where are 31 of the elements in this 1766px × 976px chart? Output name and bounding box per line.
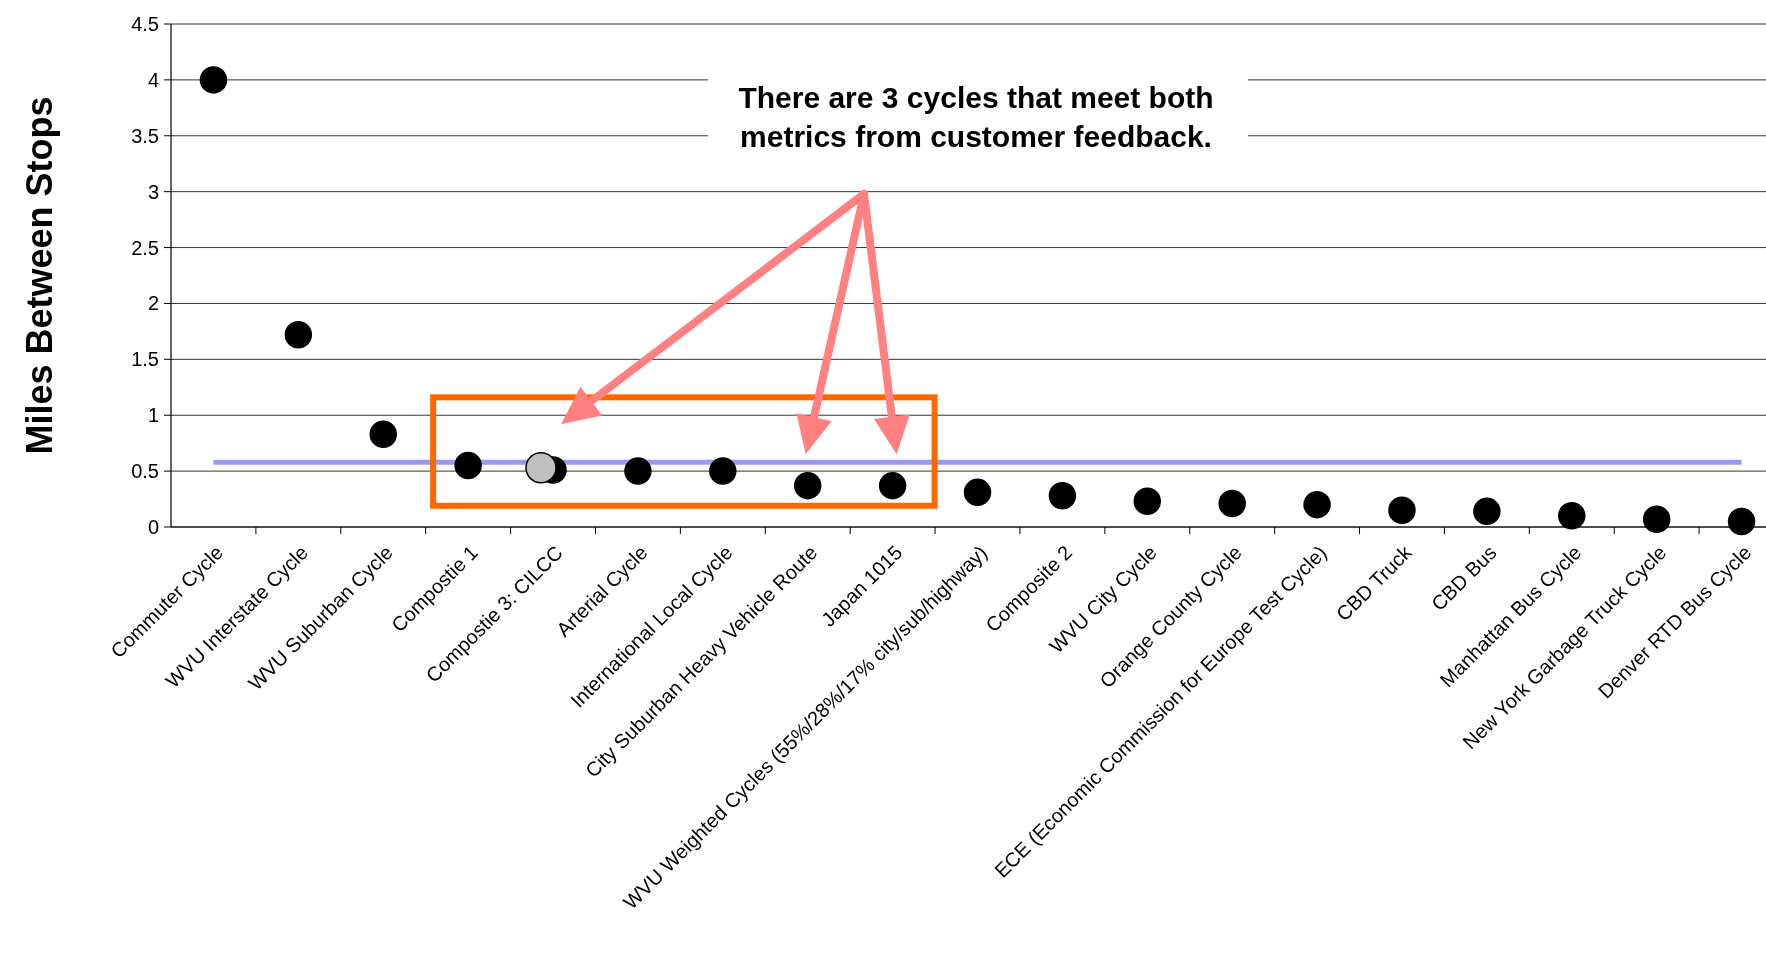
point (1473, 497, 1501, 526)
point (878, 471, 907, 500)
point (1218, 489, 1246, 518)
point (709, 457, 737, 485)
y-tick-label: 2.5 (131, 236, 159, 259)
point (963, 478, 992, 507)
point (1642, 505, 1671, 533)
point (284, 320, 313, 349)
y-tick-label: 2 (147, 292, 159, 315)
y-tick-label: 1.5 (131, 348, 159, 371)
y-tick-label: 0.5 (131, 460, 159, 483)
point (1048, 481, 1077, 510)
point (1388, 496, 1416, 524)
y-tick-label: 3 (147, 180, 159, 203)
point (1303, 490, 1331, 519)
y-tick-label: 0 (147, 516, 159, 538)
y-tick-label: 1 (147, 404, 159, 427)
point (624, 457, 652, 485)
x-tick-label: CBD Bus (1426, 541, 1501, 615)
point (1558, 502, 1586, 530)
point (454, 451, 482, 480)
y-tick-label: 3.5 (131, 124, 159, 147)
y-tick-label: 4.5 (131, 13, 159, 35)
point (199, 66, 228, 94)
point (793, 471, 822, 500)
point (1133, 487, 1162, 516)
y-axis-title: Miles Between Stops (19, 96, 60, 455)
point (1727, 507, 1756, 536)
point (369, 420, 397, 448)
annotation: There are 3 cycles that meet both metrics from customer feedback. (738, 81, 1214, 153)
y-tick-label: 4 (147, 68, 159, 91)
